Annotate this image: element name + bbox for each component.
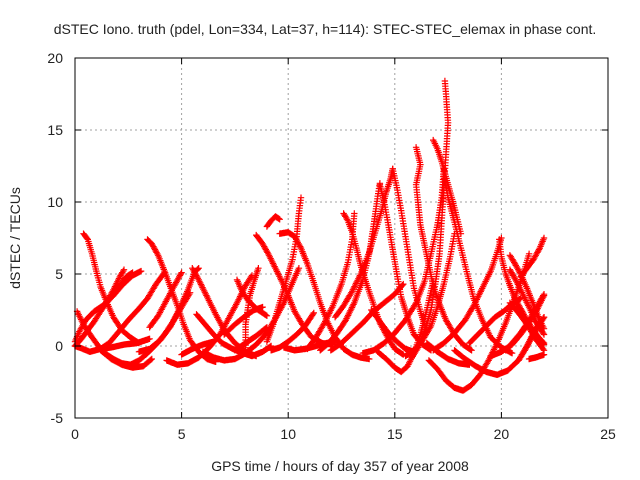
series-plus-markers <box>389 165 430 335</box>
chart-title: dSTEC Iono. truth (pdel, Lon=334, Lat=37… <box>54 21 597 37</box>
series-plus-markers <box>144 236 219 365</box>
x-tick-label: 10 <box>280 426 296 442</box>
data-series <box>178 338 217 358</box>
series-plus-markers <box>178 338 217 358</box>
series-plus-markers <box>517 234 548 281</box>
data-series <box>517 234 548 281</box>
y-tick-label: 10 <box>47 194 63 210</box>
series-plus-markers <box>97 269 136 314</box>
data-series <box>506 299 548 347</box>
data-series <box>368 306 418 355</box>
series-plus-markers <box>80 230 143 347</box>
axis-tick-labels: 0 5 10 15 20 25 -5 0 5 10 15 20 <box>47 50 616 442</box>
y-tick-label: -5 <box>51 410 64 426</box>
plot-frame <box>74 57 609 419</box>
data-series-layer <box>71 77 548 394</box>
x-tick-label: 20 <box>494 426 510 442</box>
x-axis-label: GPS time / hours of day 357 of year 2008 <box>211 458 469 474</box>
data-series <box>525 351 548 363</box>
series-plus-markers <box>267 309 317 354</box>
data-series <box>242 265 262 354</box>
y-axis-label: dSTEC / TECUs <box>7 187 23 289</box>
series-plus-markers <box>368 306 418 355</box>
axis-ticks <box>74 57 609 419</box>
series-plus-markers <box>506 299 548 347</box>
data-series <box>263 194 305 345</box>
data-series <box>80 230 143 347</box>
series-plus-markers <box>97 347 155 371</box>
x-tick-label: 15 <box>387 426 403 442</box>
y-tick-label: 5 <box>55 266 63 282</box>
series-plus-markers <box>263 213 283 230</box>
y-tick-label: 0 <box>55 338 63 354</box>
x-tick-label: 25 <box>600 426 616 442</box>
y-tick-label: 15 <box>47 122 63 138</box>
series-plus-markers <box>242 265 262 354</box>
data-series <box>135 265 202 355</box>
data-series <box>263 213 283 230</box>
data-series <box>376 181 435 354</box>
data-series <box>412 144 475 354</box>
series-plus-markers <box>412 144 475 354</box>
data-series <box>97 347 155 371</box>
data-series <box>430 234 505 354</box>
series-plus-markers <box>506 266 548 338</box>
data-series <box>146 269 185 331</box>
series-plus-markers <box>376 181 435 354</box>
series-plus-markers <box>430 234 505 354</box>
data-series <box>144 236 219 365</box>
x-tick-label: 0 <box>71 426 79 442</box>
x-tick-label: 5 <box>178 426 186 442</box>
series-plus-markers <box>525 351 548 363</box>
data-series <box>506 266 548 338</box>
series-plus-markers <box>263 194 305 345</box>
data-series <box>389 165 430 335</box>
series-plus-markers <box>135 265 202 355</box>
data-series <box>97 269 136 314</box>
data-series <box>267 309 317 354</box>
series-plus-markers <box>146 269 185 331</box>
y-tick-label: 20 <box>47 50 63 66</box>
